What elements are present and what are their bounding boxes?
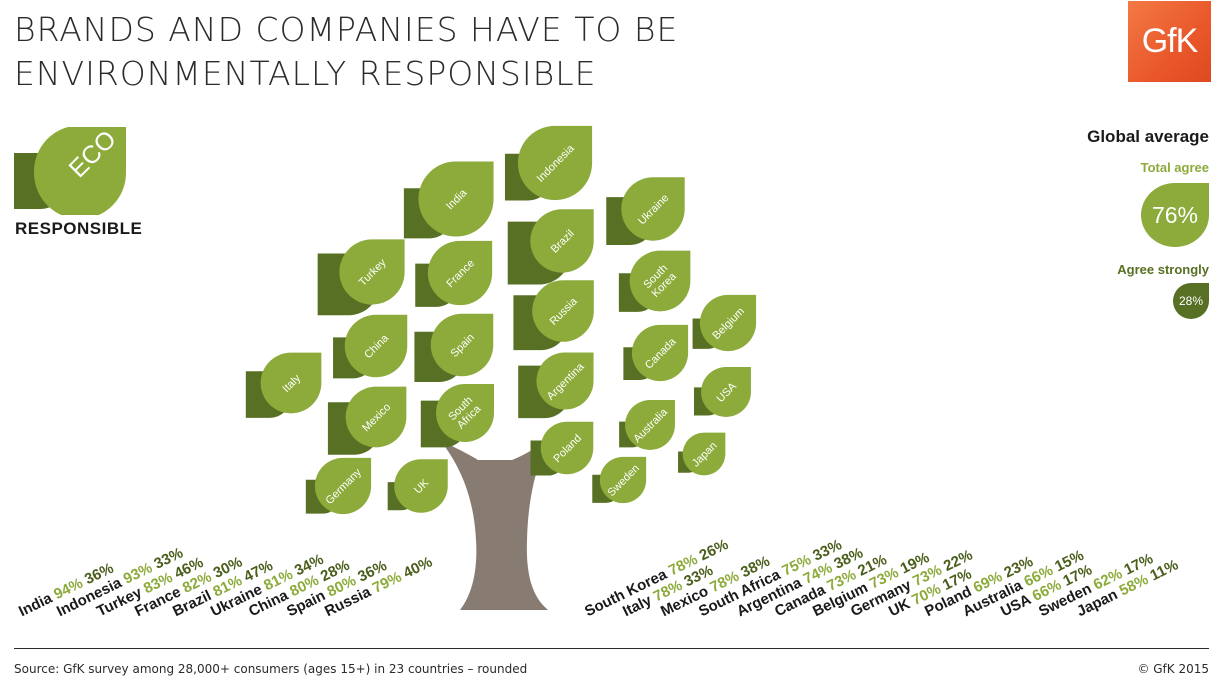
total-mark-belgium xyxy=(699,294,757,352)
global-total-value: 76% xyxy=(1151,201,1199,228)
total-mark-brazil xyxy=(530,209,594,273)
leaf-germany: Germany xyxy=(305,457,372,515)
global-strong-value: 28% xyxy=(1178,294,1204,308)
total-mark-uk xyxy=(394,459,448,513)
leaf-canada: Canada xyxy=(623,324,689,382)
eco-leaf-icon xyxy=(12,127,132,215)
leaf-spain: Spain xyxy=(414,313,494,382)
total-mark-poland xyxy=(540,421,594,475)
total-mark-ukraine xyxy=(621,177,685,241)
total-mark-canada xyxy=(631,324,689,382)
leaf-italy: Italy xyxy=(245,352,322,418)
leaf-poland: Poland xyxy=(530,421,594,476)
footer-rule xyxy=(14,648,1209,649)
total-mark-russia xyxy=(532,280,594,342)
leaf-sweden: Sweden xyxy=(592,456,647,504)
total-mark-italy xyxy=(260,352,322,414)
gfk-logo: GfK xyxy=(1128,1,1211,82)
total-mark-south-africa xyxy=(436,384,494,442)
total-mark-mexico xyxy=(345,386,407,448)
total-mark-germany xyxy=(314,457,372,515)
leaf-france: France xyxy=(415,240,493,307)
tree-trunk xyxy=(440,440,548,610)
title-line-1: BRANDS AND COMPANIES HAVE TO BE xyxy=(14,10,679,49)
leaf-ukraine: Ukraine xyxy=(606,177,685,245)
total-mark-australia xyxy=(625,400,675,450)
title-line-2: ENVIRONMENTALLY RESPONSIBLE xyxy=(14,54,597,93)
source-note: Source: GfK survey among 28,000+ consume… xyxy=(14,662,528,676)
leaf-australia: Australia xyxy=(619,400,675,450)
total-mark-china xyxy=(344,314,408,378)
responsible-label: RESPONSIBLE xyxy=(15,219,143,238)
leaf-uk: UK xyxy=(387,459,448,513)
total-mark-argentina xyxy=(536,352,594,410)
total-mark-sweden xyxy=(599,456,647,504)
leaf-south-korea: SouthKorea xyxy=(618,250,691,312)
total-mark-india xyxy=(418,161,494,237)
leaf-usa: USA xyxy=(693,367,751,417)
leaf-indonesia: Indonesia xyxy=(504,125,593,201)
global-average-title: Global average xyxy=(1087,127,1209,146)
leaf-mexico: Mexico xyxy=(327,386,407,455)
logo-text: GfK xyxy=(1141,22,1199,60)
page-title: BRANDS AND COMPANIES HAVE TO BE ENVIRONM… xyxy=(14,8,678,96)
leaf-india: India xyxy=(403,161,494,239)
leaf-argentina: Argentina xyxy=(518,352,594,419)
copyright: © GfK 2015 xyxy=(1137,662,1209,676)
total-mark-france xyxy=(427,240,493,306)
global-total-label: Total agree xyxy=(1140,160,1209,175)
leaf-russia: Russia xyxy=(513,280,594,351)
total-mark-spain xyxy=(430,313,494,377)
total-mark-usa xyxy=(701,367,751,417)
total-mark-turkey xyxy=(339,239,405,305)
leaf-brazil: Brazil xyxy=(507,209,594,285)
total-mark-south-korea xyxy=(629,250,691,312)
leaf-belgium: Belgium xyxy=(692,294,757,352)
leaf-turkey: Turkey xyxy=(317,239,405,316)
leaf-south-africa: SouthAfrica xyxy=(420,384,494,448)
total-mark-japan xyxy=(682,432,726,476)
total-mark-indonesia xyxy=(517,125,593,201)
leaf-china: China xyxy=(333,314,408,379)
leaf-japan: Japan xyxy=(678,432,726,476)
global-strong-label: Agree strongly xyxy=(1117,262,1209,277)
